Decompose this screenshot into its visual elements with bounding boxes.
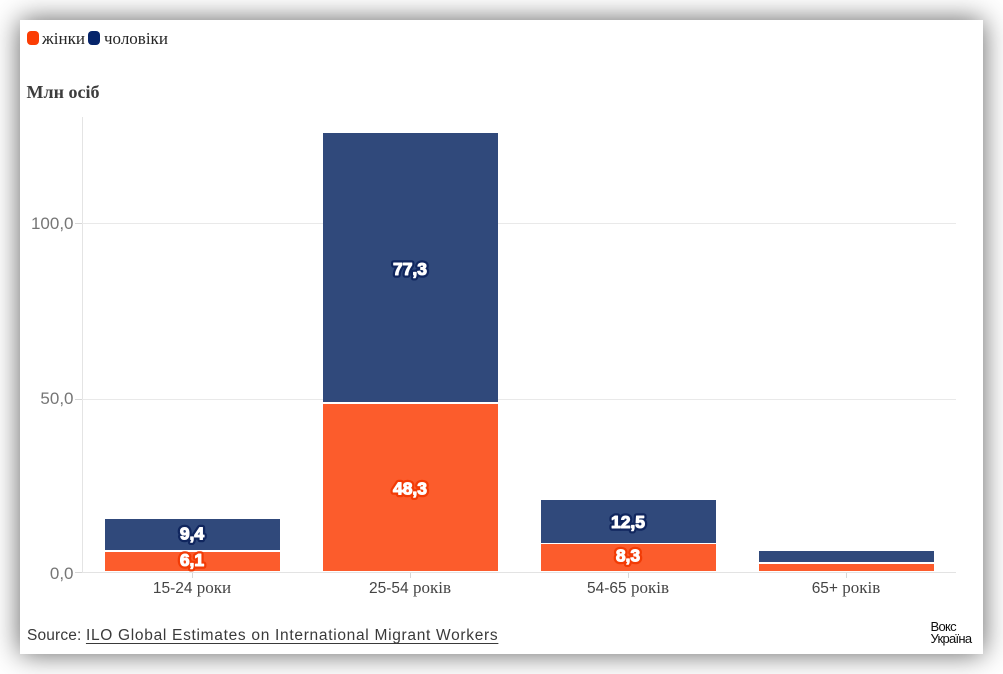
svg-text:77,3: 77,3	[393, 259, 427, 279]
svg-text:6,1: 6,1	[180, 550, 205, 570]
svg-text:8,3: 8,3	[616, 546, 641, 566]
svg-text:9,4: 9,4	[180, 524, 205, 544]
svg-text:12,5: 12,5	[611, 512, 645, 532]
svg-text:48,3: 48,3	[393, 478, 427, 498]
svg-text:8,3: 8,3	[616, 546, 641, 566]
svg-text:12,5: 12,5	[611, 512, 645, 532]
svg-text:6,1: 6,1	[180, 550, 205, 570]
svg-text:9,4: 9,4	[180, 524, 205, 544]
svg-text:48,3: 48,3	[393, 478, 427, 498]
svg-text:77,3: 77,3	[393, 259, 427, 279]
